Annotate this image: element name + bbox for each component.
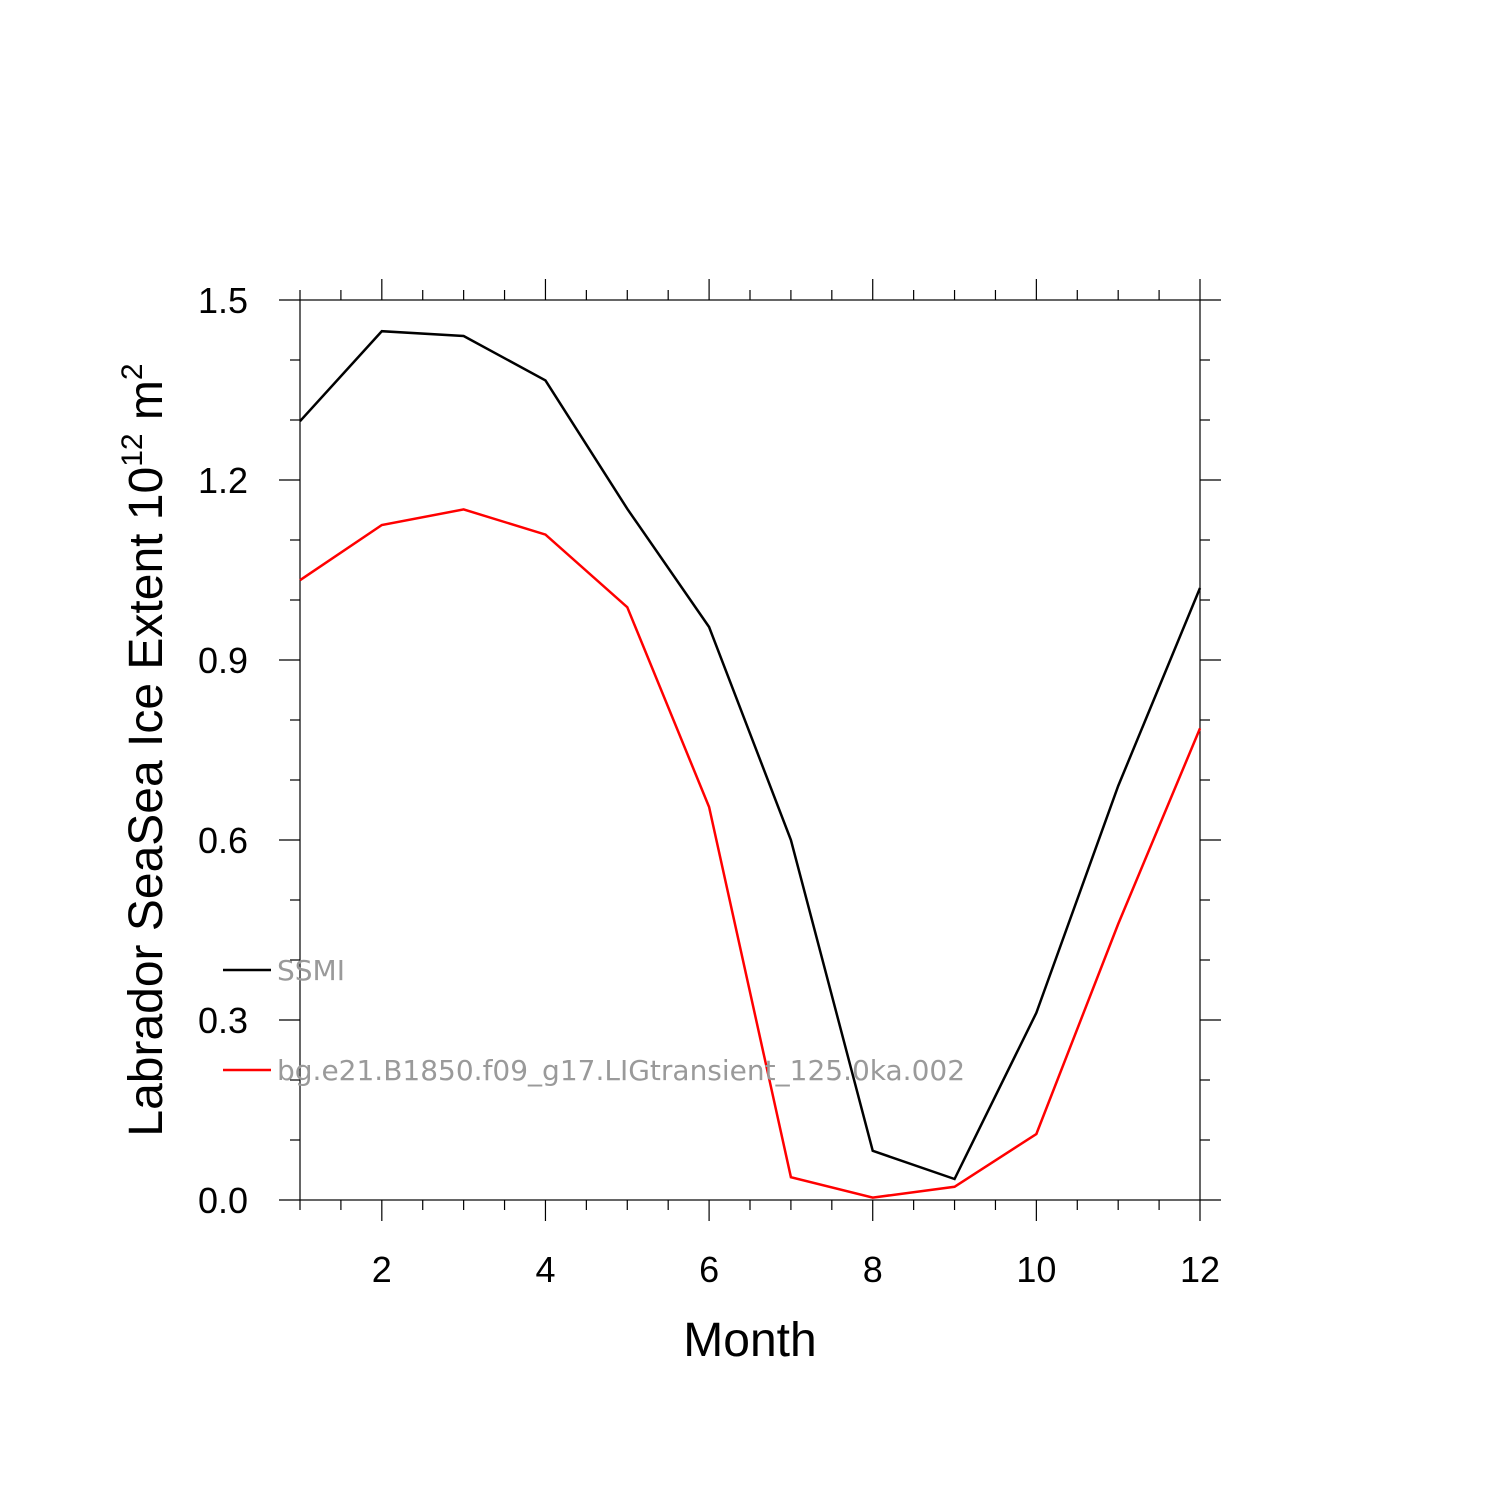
series-layer: [299, 329, 1202, 1199]
legend-label-model: bg.e21.B1850.f09_g17.LIGtransient_125.0k…: [277, 1054, 965, 1087]
x-tick-label: 2: [372, 1249, 392, 1290]
series-line-model: [299, 508, 1202, 1199]
x-tick-label: 8: [863, 1249, 883, 1290]
series-line-ssmi: [299, 329, 1202, 1181]
y-axis-title: Labrador SeaSea Ice Extent 1012 m2: [116, 363, 173, 1136]
y-tick-label: 0.0: [198, 1180, 248, 1221]
x-tick-label: 4: [535, 1249, 555, 1290]
y-tick-label: 1.5: [198, 280, 248, 321]
y-axis-title-text: Labrador SeaSea Ice Extent 10: [120, 467, 173, 1137]
y-tick-label: 0.6: [198, 820, 248, 861]
tick-labels: 2 4 6 8 10 12 0.0 0.3 0.6 0.9 1.2 1.5: [198, 280, 1220, 1290]
y-tick-label: 0.9: [198, 640, 248, 681]
legend-label-ssmi: SSMI: [277, 954, 345, 987]
x-tick-label: 6: [699, 1249, 719, 1290]
y-axis-title-unit: m: [120, 380, 173, 433]
x-axis-title: Month: [683, 1314, 816, 1367]
plot-frame: [299, 299, 1201, 1201]
x-tick-label: 10: [1016, 1249, 1056, 1290]
ticks: [279, 279, 1221, 1221]
y-tick-label: 1.2: [198, 460, 248, 501]
y-axis-title-unit-exponent: 2: [116, 363, 149, 380]
y-tick-label: 0.3: [198, 1000, 248, 1041]
legend: SSMI bg.e21.B1850.f09_g17.LIGtransient_1…: [223, 954, 965, 1087]
x-tick-label: 12: [1180, 1249, 1220, 1290]
y-axis-title-exponent: 12: [116, 433, 149, 466]
